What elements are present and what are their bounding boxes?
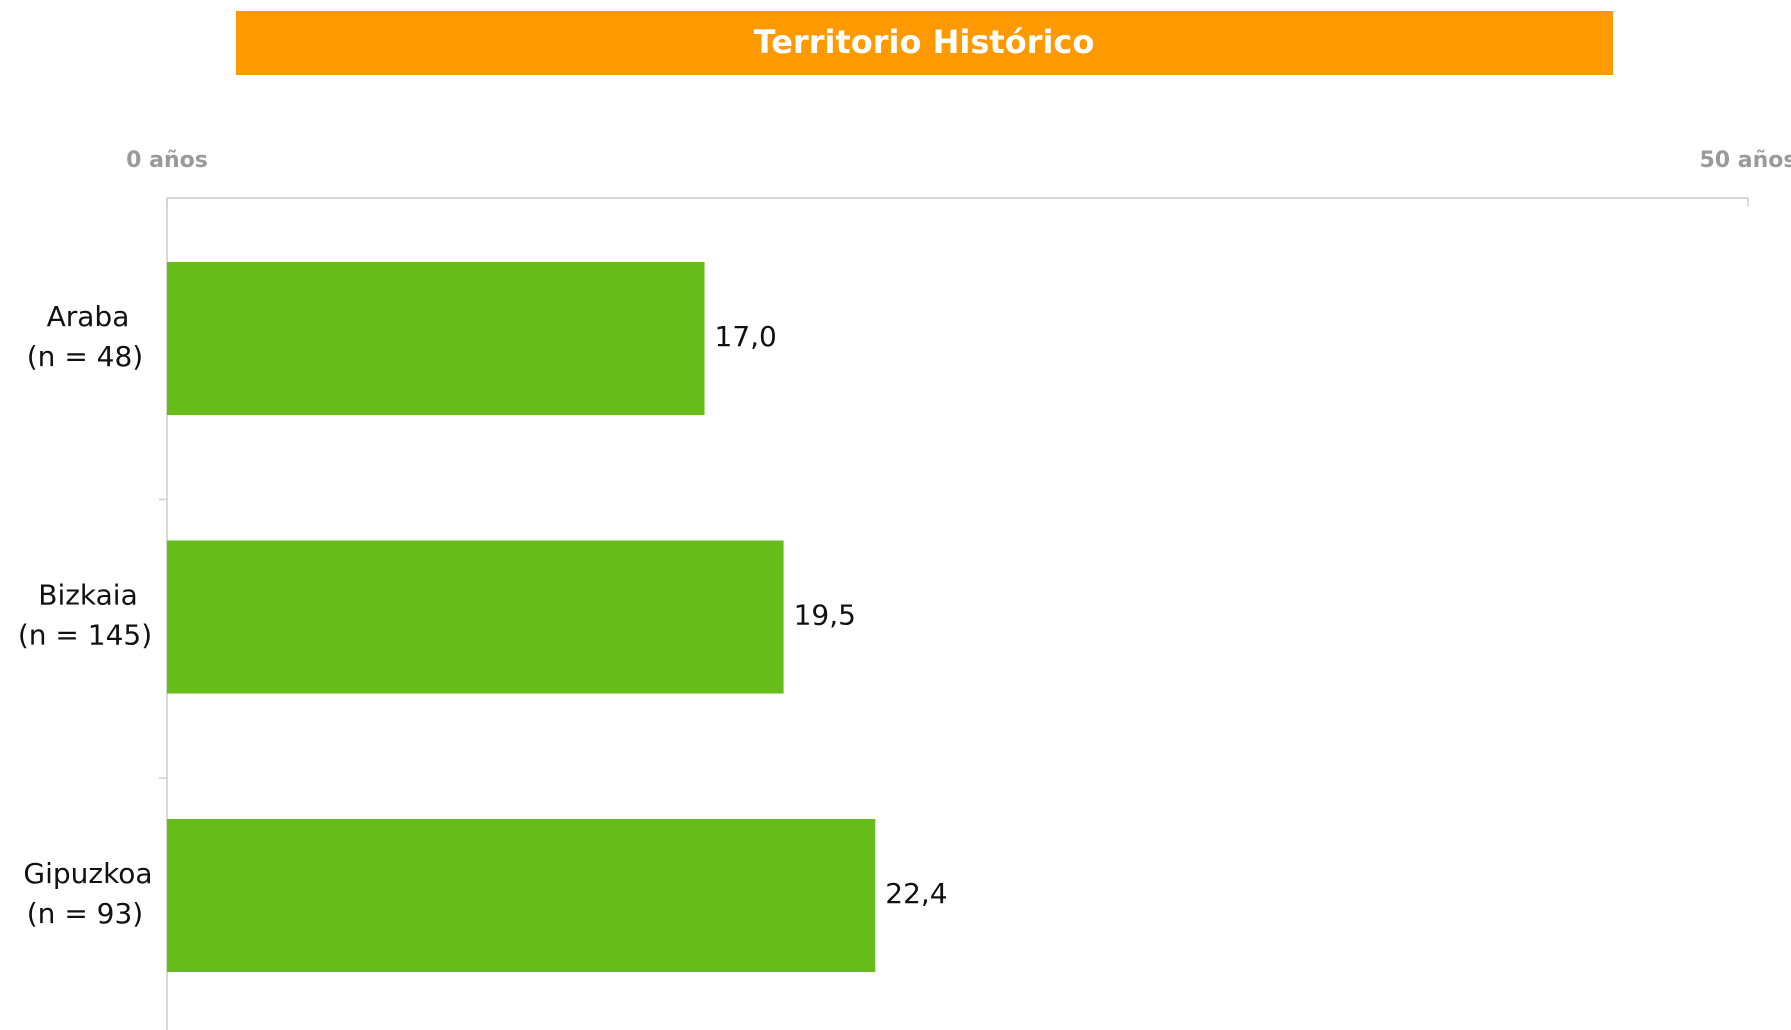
bar — [167, 262, 705, 415]
category-label: Araba — [47, 300, 130, 333]
chart-title: Territorio Histórico — [754, 23, 1095, 61]
bar — [167, 540, 784, 694]
value-label: 17,0 — [715, 320, 777, 353]
value-label: 19,5 — [794, 599, 856, 632]
category-note: (n = 93) — [27, 897, 143, 930]
category-label: Bizkaia — [38, 579, 138, 612]
title-bar — [236, 11, 1613, 75]
x-tick-label: 50 años — [1700, 148, 1791, 173]
bar — [167, 819, 876, 972]
category-label: Gipuzkoa — [23, 857, 152, 890]
value-label: 22,4 — [885, 877, 947, 910]
x-tick-label: 0 años — [126, 148, 208, 173]
category-note: (n = 48) — [27, 340, 143, 373]
category-note: (n = 145) — [18, 619, 152, 652]
